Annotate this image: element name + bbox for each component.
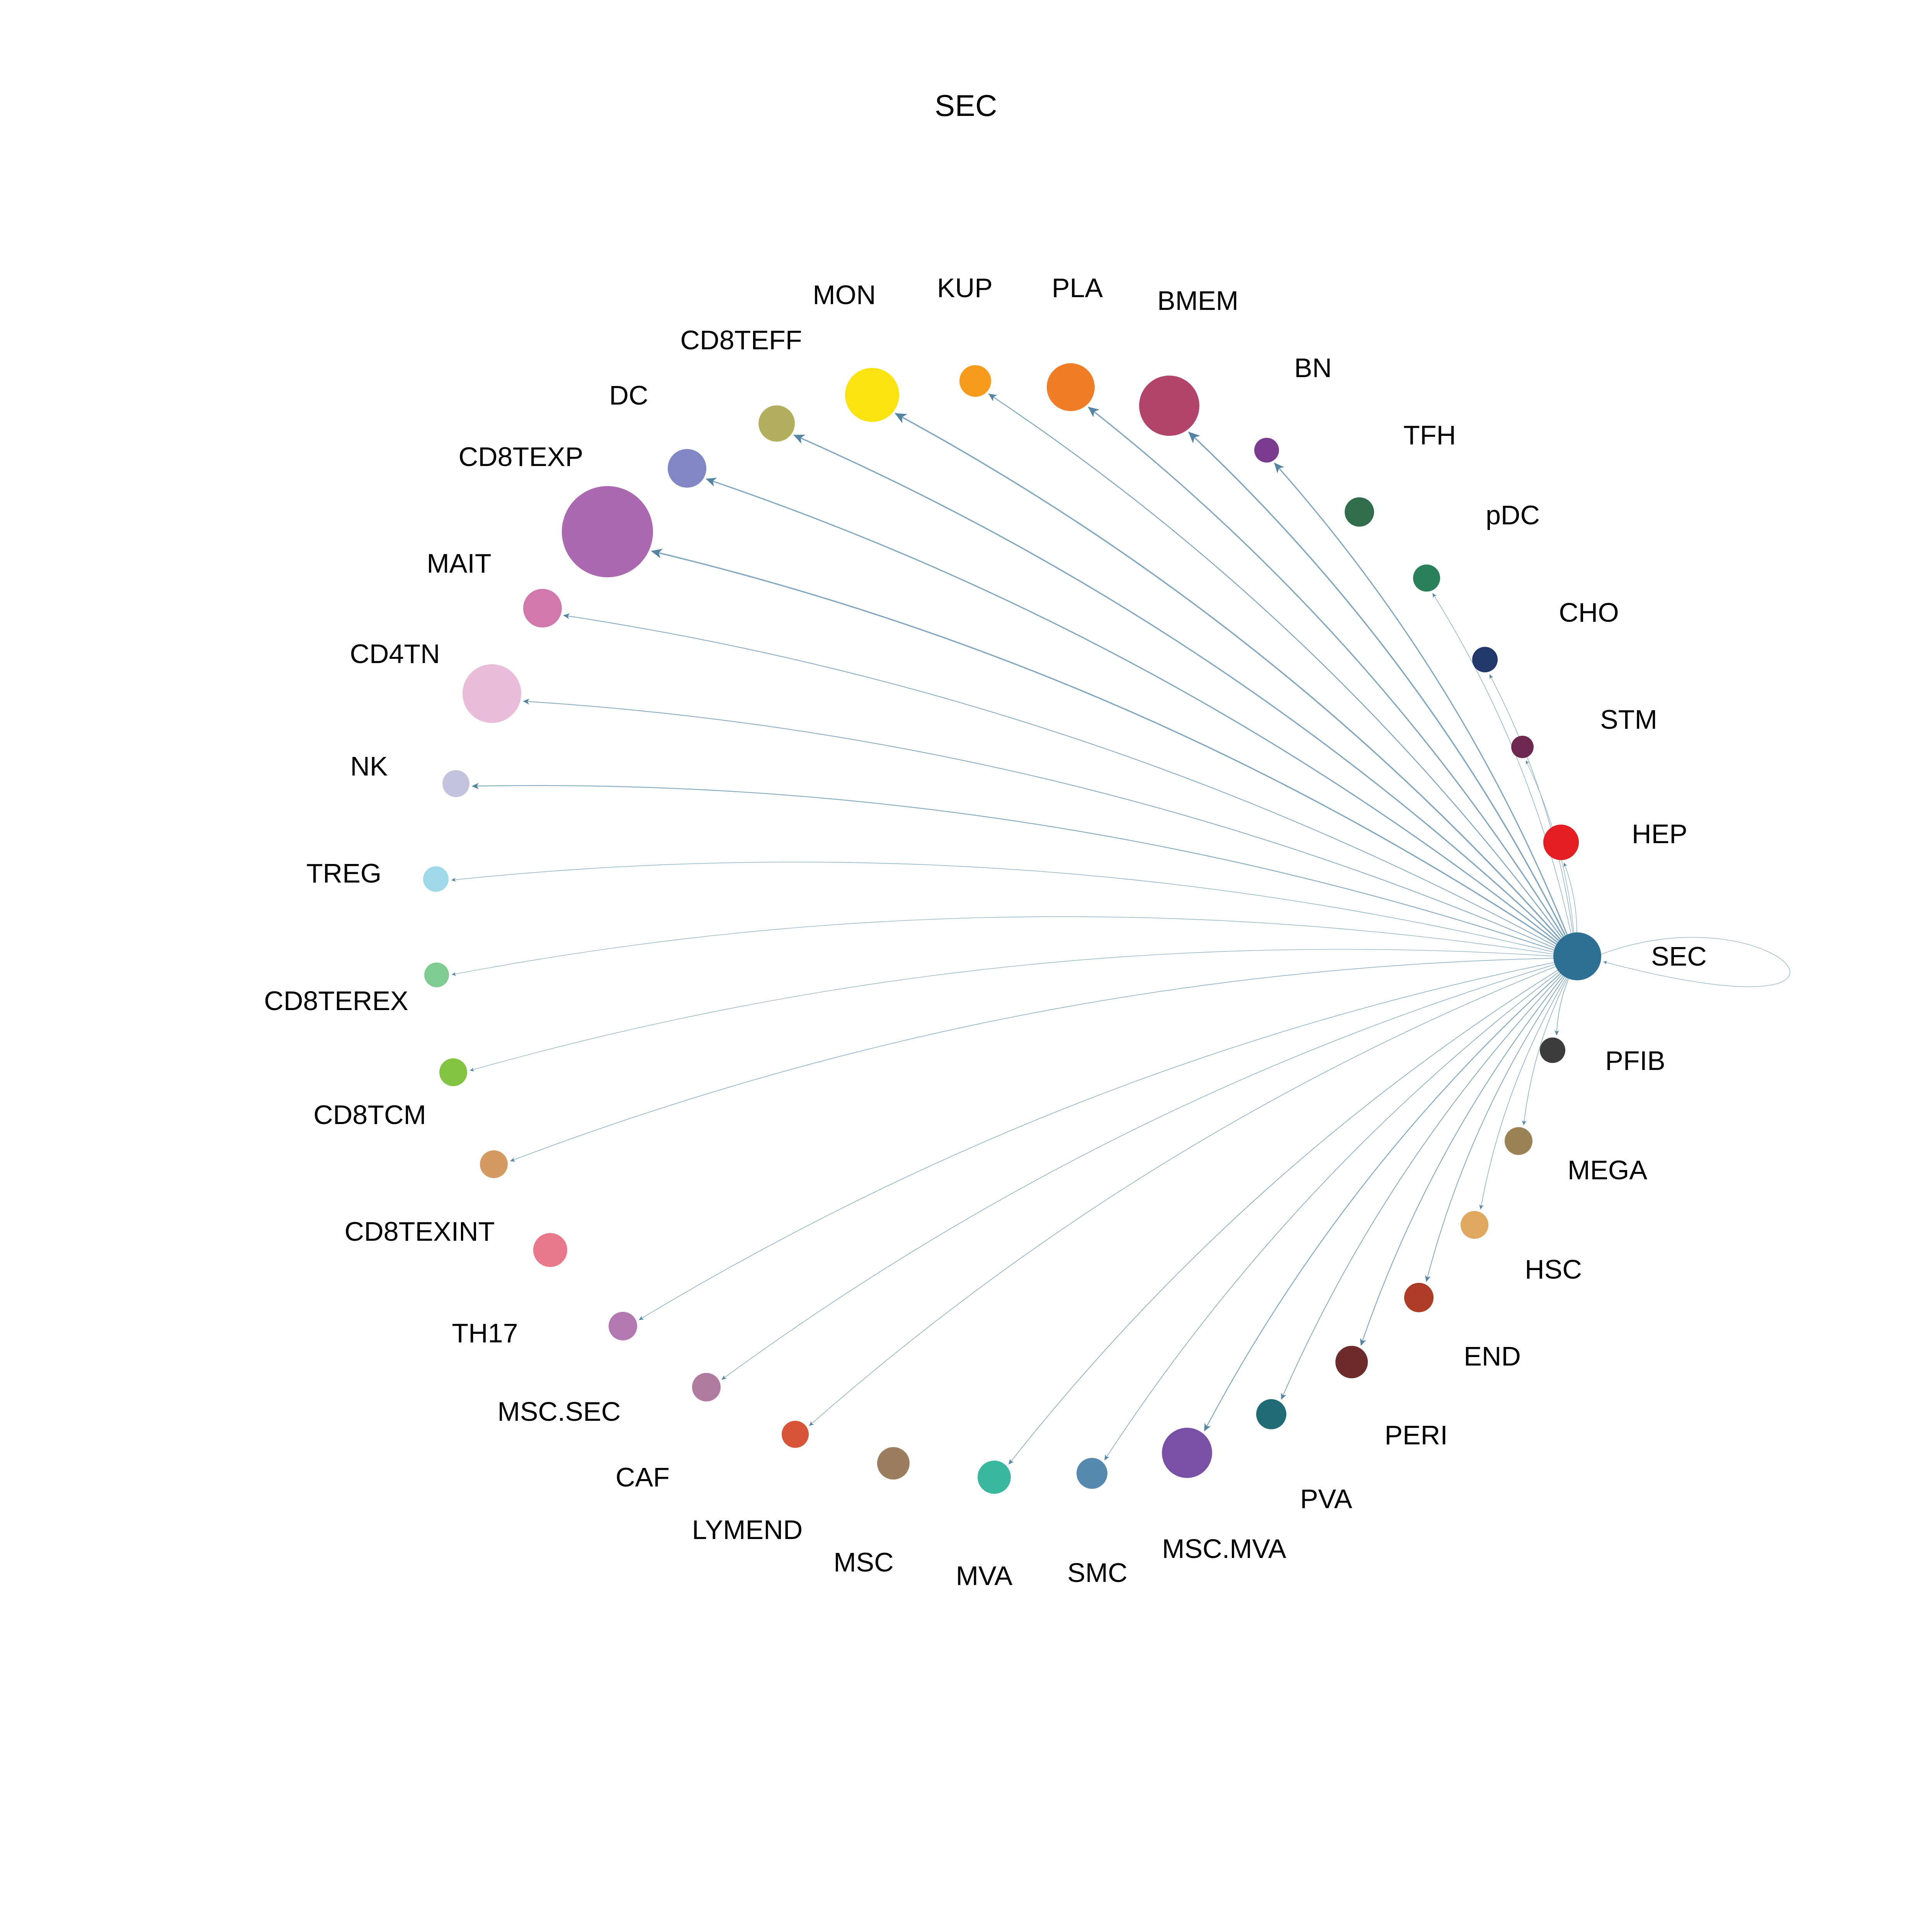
node-cho[interactable] — [1472, 647, 1498, 672]
edge-sec-to-hsc — [1479, 964, 1575, 1210]
edge-sec-to-msc-sec — [638, 959, 1570, 1320]
node-hep[interactable] — [1543, 825, 1579, 860]
edge-sec-to-kup — [988, 393, 1572, 951]
node-stm[interactable] — [1511, 736, 1534, 758]
node-nk[interactable] — [442, 770, 469, 797]
edge-sec-to-pva — [1281, 963, 1573, 1400]
edge-sec-to-caf — [721, 959, 1570, 1380]
node-cd8terex[interactable] — [424, 963, 449, 987]
node-th17[interactable] — [533, 1233, 567, 1267]
edge-sec-to-cd8teff — [793, 434, 1571, 952]
edge-sec-to-cd8texint — [510, 957, 1570, 1162]
node-sec[interactable] — [1553, 932, 1601, 980]
edge-sec-to-cd8terex — [452, 916, 1569, 976]
node-msc-mva[interactable] — [1162, 1428, 1212, 1478]
node-bmem[interactable] — [1139, 376, 1199, 436]
node-msc-sec[interactable] — [609, 1312, 637, 1340]
edge-sec-to-mva — [1009, 961, 1571, 1465]
edge-sec-to-treg — [451, 862, 1570, 956]
edge-sec-to-mega — [1522, 964, 1575, 1126]
edge-sec-to-cd8texp — [651, 549, 1570, 954]
node-mva[interactable] — [978, 1461, 1011, 1494]
node-bn[interactable] — [1254, 438, 1279, 463]
edge-sec-to-cho — [1489, 674, 1575, 949]
node-layer — [423, 363, 1601, 1494]
edge-sec-to-lymend — [809, 960, 1571, 1426]
edge-sec-to-nk — [471, 782, 1570, 956]
edge-sec-to-bmem — [1188, 432, 1573, 951]
node-pfib[interactable] — [1540, 1037, 1565, 1063]
node-kup[interactable] — [959, 365, 991, 397]
edge-layer — [451, 393, 1791, 1465]
node-pva[interactable] — [1256, 1399, 1286, 1429]
edge-sec-to-peri — [1360, 963, 1574, 1346]
node-treg[interactable] — [423, 866, 449, 892]
edge-sec-to-dc — [706, 478, 1571, 953]
edge-sec-to-cd4tn — [523, 699, 1570, 955]
node-caf[interactable] — [692, 1373, 721, 1401]
node-mega[interactable] — [1505, 1127, 1532, 1155]
node-pla[interactable] — [1047, 363, 1095, 411]
node-mait[interactable] — [523, 589, 562, 628]
edge-sec-to-end — [1425, 963, 1574, 1282]
node-end[interactable] — [1404, 1283, 1434, 1312]
edge-self-loop-sec — [1599, 937, 1791, 987]
edge-sec-to-mait — [563, 613, 1570, 954]
node-cd8texp[interactable] — [562, 486, 653, 577]
node-smc[interactable] — [1077, 1458, 1107, 1489]
node-cd8tcm[interactable] — [439, 1058, 467, 1086]
node-tfh[interactable] — [1345, 497, 1374, 527]
node-pdc[interactable] — [1413, 565, 1440, 592]
node-msc[interactable] — [877, 1447, 910, 1480]
edge-sec-to-mon — [895, 413, 1571, 952]
edge-sec-to-cd8tcm — [469, 949, 1570, 1071]
node-lymend[interactable] — [782, 1421, 809, 1448]
edge-sec-to-msc-mva — [1204, 962, 1573, 1432]
edge-sec-to-bn — [1274, 463, 1574, 950]
node-mon[interactable] — [845, 368, 899, 422]
node-dc[interactable] — [668, 449, 706, 488]
node-cd8texint[interactable] — [480, 1150, 508, 1178]
node-cd4tn[interactable] — [463, 664, 521, 723]
edge-sec-to-pdc — [1432, 593, 1575, 949]
edge-sec-to-pla — [1088, 406, 1573, 951]
node-cd8teff[interactable] — [759, 405, 795, 442]
node-peri[interactable] — [1335, 1346, 1368, 1378]
node-hsc[interactable] — [1461, 1211, 1488, 1239]
edge-sec-to-smc — [1104, 962, 1572, 1461]
